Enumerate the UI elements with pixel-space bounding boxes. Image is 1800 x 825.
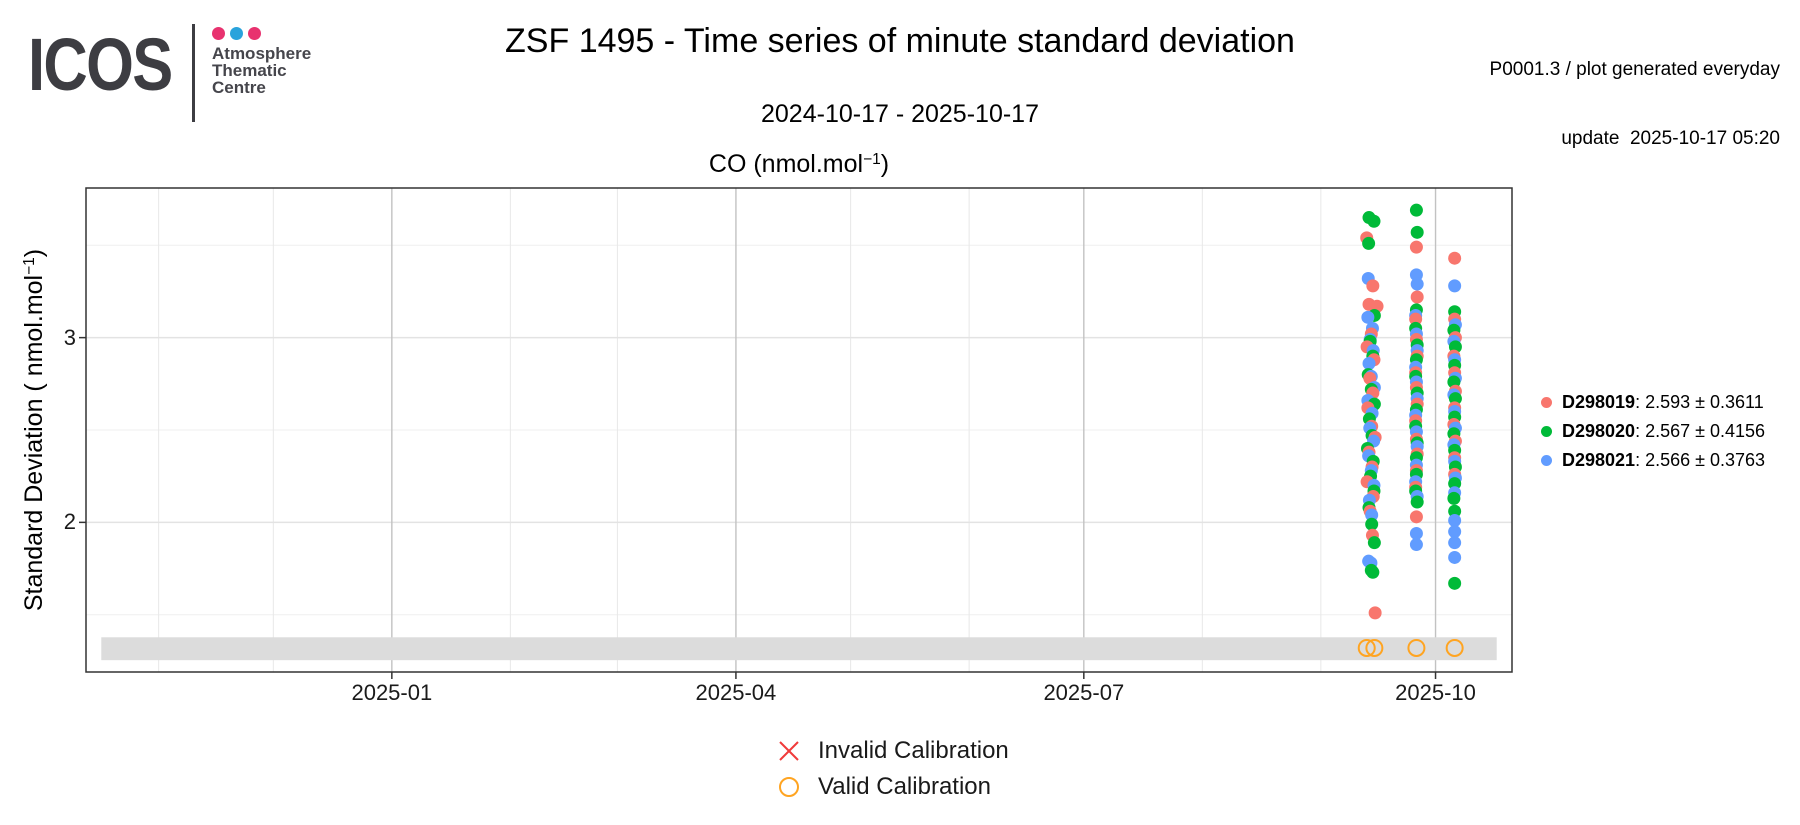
valid-calibration-marker (1407, 638, 1426, 657)
data-point-D298020 (1366, 565, 1380, 579)
x-tick-label: 2025-04 (695, 680, 777, 705)
panel-title: CO (nmol.mol−1) (86, 150, 1512, 179)
data-point-D298020 (1367, 214, 1381, 228)
data-point-D298020 (1367, 536, 1381, 550)
data-point-D298019 (1368, 606, 1382, 620)
calibration-legend-item: Valid Calibration (760, 769, 1009, 805)
data-point-D298019 (1366, 279, 1380, 293)
y-tick-label: 3 (63, 324, 76, 350)
data-point-D298019 (1409, 510, 1423, 524)
data-point-D298021 (1361, 310, 1375, 324)
panel-title-text: CO (nmol.mol (708, 150, 864, 178)
y-tick-label: 2 (63, 509, 76, 535)
legend-series-id: D298020 (1562, 421, 1636, 441)
legend-label: D298020: 2.567 ± 0.4156 (1562, 421, 1765, 442)
logo-dot-icon (230, 27, 243, 40)
data-point-D298020 (1409, 203, 1423, 217)
logo-unit-line: Atmosphere (212, 44, 312, 63)
panel-title-superscript: −1 (863, 151, 881, 169)
legend-label: D298019: 2.593 ± 0.3611 (1562, 392, 1764, 413)
data-point-D298019 (1448, 251, 1462, 265)
data-point-D298021 (1448, 514, 1462, 528)
page-title: ZSF 1495 - Time series of minute standar… (505, 22, 1295, 60)
legend-item-D298021: D298021: 2.566 ± 0.3763 (1541, 446, 1765, 475)
legend-series-id: D298021 (1562, 450, 1636, 470)
data-point-D298021 (1410, 277, 1424, 291)
calibration-legend-item: Invalid Calibration (760, 733, 1009, 769)
legend-series-stats: : 2.567 ± 0.4156 (1635, 421, 1766, 441)
legend-label: D298021: 2.566 ± 0.3763 (1562, 450, 1765, 471)
icos-wordmark: ICOS (28, 23, 173, 106)
data-point-D298020 (1447, 491, 1461, 505)
data-point-D298021 (1365, 508, 1379, 522)
logo-unit-name: Atmosphere Thematic Centre (212, 45, 311, 96)
series-legend: D298019: 2.593 ± 0.3611 D298020: 2.567 ± … (1541, 388, 1765, 475)
logo-dot-icon (212, 27, 225, 40)
update-info-line1: P0001.3 / plot generated everyday (1489, 59, 1780, 80)
plot-update-info: P0001.3 / plot generated everyday update… (1490, 12, 1780, 173)
logo-dots (212, 27, 261, 40)
data-point-D298021 (1409, 526, 1423, 540)
valid-calibration-circle (779, 777, 799, 797)
data-point-D298021 (1362, 356, 1376, 370)
logo-separator (192, 24, 195, 122)
legend-dot-icon (1541, 397, 1552, 408)
x-tick-label: 2025-10 (1395, 680, 1476, 705)
data-point-D298020 (1448, 576, 1462, 590)
legend-item-D298019: D298019: 2.593 ± 0.3611 (1541, 388, 1765, 417)
data-point-D298021 (1448, 536, 1462, 550)
legend-dot-icon (1541, 426, 1552, 437)
legend-series-id: D298019 (1562, 392, 1636, 412)
valid-calibration-icon (760, 777, 818, 797)
calibration-legend-label: Valid Calibration (818, 773, 991, 800)
update-info-line2: update 2025-10-17 05:20 (1561, 128, 1780, 149)
data-point-D298021 (1409, 538, 1423, 552)
panel-title-suffix: ) (880, 150, 890, 178)
data-point-D298020 (1448, 504, 1462, 518)
valid-calibration-marker (1357, 638, 1376, 657)
logo-unit-line: Centre (212, 78, 266, 97)
x-tick-label: 2025-07 (1043, 680, 1125, 705)
legend-dot-icon (1541, 455, 1552, 466)
data-point-D298021 (1448, 525, 1462, 539)
data-point-D298020 (1365, 517, 1379, 531)
page-subtitle: 2024-10-17 - 2025-10-17 (761, 100, 1039, 128)
data-point-D298020 (1362, 236, 1376, 250)
data-point-D298021 (1448, 550, 1462, 564)
panel-border (85, 187, 1513, 673)
data-point-D298020 (1448, 477, 1462, 491)
data-point-D298019 (1410, 290, 1424, 304)
calibration-legend-label: Invalid Calibration (818, 737, 1009, 764)
legend-item-D298020: D298020: 2.567 ± 0.4156 (1541, 417, 1765, 446)
legend-series-stats: : 2.593 ± 0.3611 (1635, 392, 1764, 412)
invalid-calibration-icon (760, 739, 818, 763)
data-point-D298019 (1409, 312, 1423, 326)
calibration-band (101, 637, 1497, 661)
valid-calibration-marker (1445, 638, 1464, 657)
valid-calibration-marker (1365, 638, 1384, 657)
data-point-D298019 (1409, 240, 1423, 254)
logo-unit-line: Thematic (212, 61, 287, 80)
data-point-D298020 (1410, 225, 1424, 239)
x-tick-label: 2025-01 (351, 680, 433, 705)
legend-series-stats: : 2.566 ± 0.3763 (1635, 450, 1766, 470)
logo-dot-icon (248, 27, 261, 40)
data-point-D298021 (1448, 279, 1462, 293)
calibration-legend: Invalid Calibration Valid Calibration (760, 733, 1009, 805)
icos-logo: ICOS Atmosphere Thematic Centre (28, 14, 358, 124)
data-point-D298020 (1410, 495, 1424, 509)
